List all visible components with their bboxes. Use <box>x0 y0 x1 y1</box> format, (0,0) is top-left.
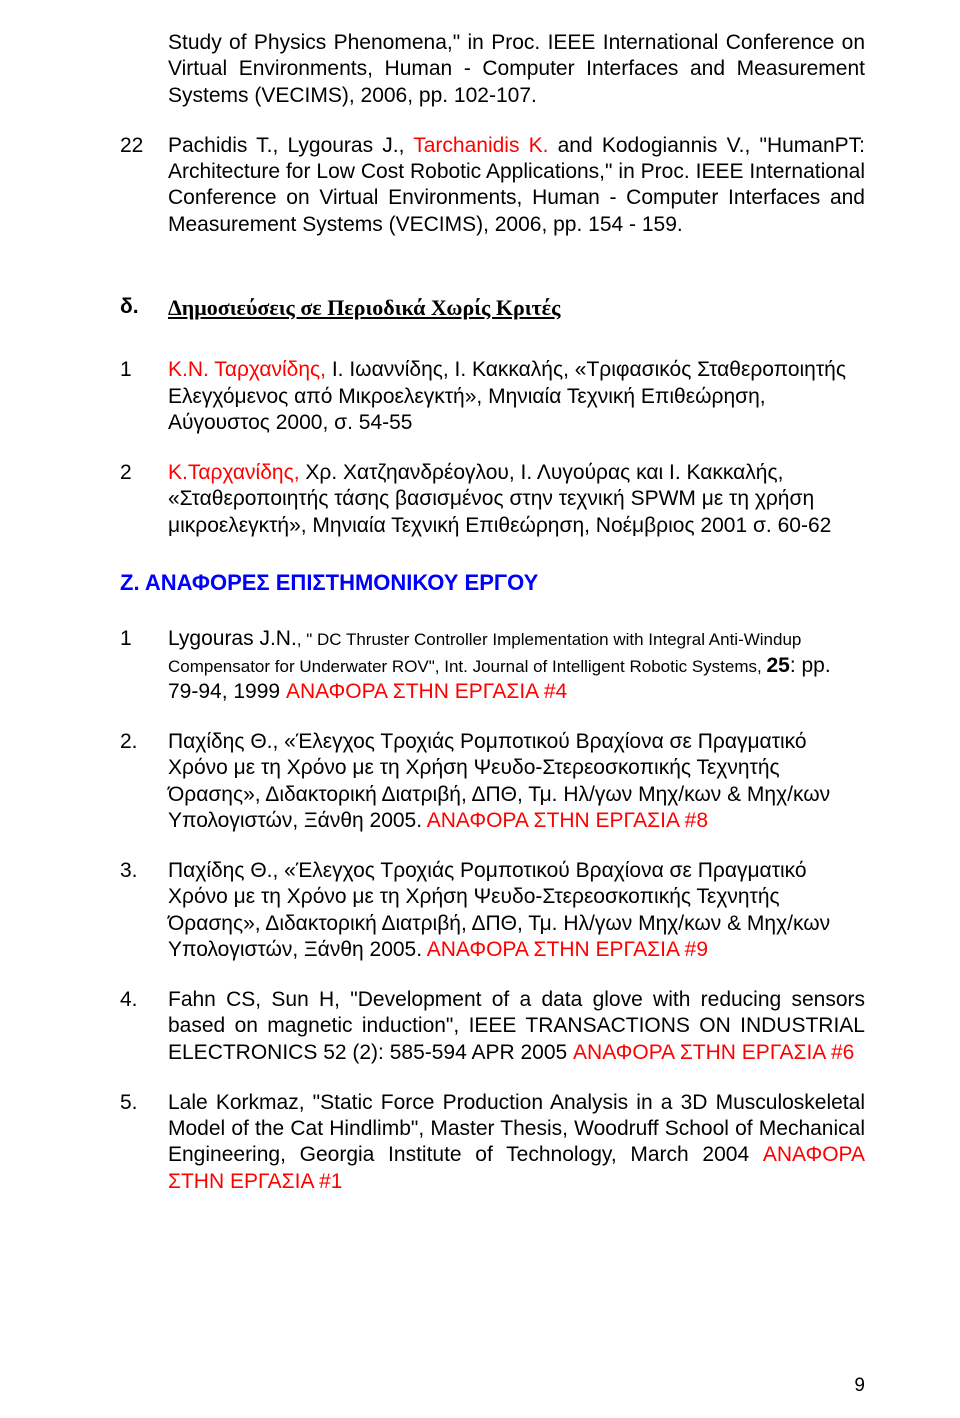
ref-number: 3. <box>120 858 168 963</box>
ref-number: 22 <box>120 133 168 238</box>
ref-item-22: 22 Pachidis T., Lygouras J., Tarchanidis… <box>120 133 865 238</box>
document-page: Study of Physics Phenomena," in Proc. IE… <box>0 0 960 1418</box>
section-title: Δημοσιεύσεις σε Περιοδικά Χωρίς Κριτές <box>168 294 865 322</box>
ref-number-empty <box>120 30 168 109</box>
author-highlight: Tarchanidis K. <box>413 134 548 157</box>
zeta-item-3: 3. Παχίδης Θ., «Έλεγχος Τροχιάς Ρομποτικ… <box>120 858 865 963</box>
section-letter: δ. <box>120 294 168 322</box>
ref-text: Study of Physics Phenomena," in Proc. IE… <box>168 31 865 107</box>
ref-number: 2. <box>120 729 168 834</box>
ref-text-part: Pachidis T., Lygouras J., <box>168 134 413 157</box>
zeta-item-2: 2. Παχίδης Θ., «Έλεγχος Τροχιάς Ρομποτικ… <box>120 729 865 834</box>
ref-body: Pachidis T., Lygouras J., Tarchanidis K.… <box>168 133 865 238</box>
zeta-item-5: 5. Lale Korkmaz, "Static Force Productio… <box>120 1090 865 1195</box>
ref-body: Παχίδης Θ., «Έλεγχος Τροχιάς Ρομποτικού … <box>168 858 865 963</box>
delta-item-2: 2 Κ.Ταρχανίδης, Χρ. Χατζηανδρέογλου, Ι. … <box>120 460 865 539</box>
ref-body: Κ.Ν. Ταρχανίδης, Ι. Ιωαννίδης, Ι. Κακκαλ… <box>168 357 865 436</box>
author-highlight: Κ.Ν. Ταρχανίδης, <box>168 358 326 381</box>
section-zeta-heading: Ζ. ΑΝΑΦΟΡΕΣ ΕΠΙΣΤΗΜΟΝΙΚΟΥ ΕΡΓΟΥ <box>120 569 865 597</box>
ref-body: Lygouras J.N., " DC Thruster Controller … <box>168 626 865 705</box>
ref-text-part: Lale Korkmaz, "Static Force Production A… <box>168 1091 865 1167</box>
ref-bold: 25 <box>766 654 789 677</box>
citation-ref: ΑΝΑΦΟΡΑ ΣΤΗΝ ΕΡΓΑΣΙΑ #4 <box>286 680 567 703</box>
ref-body: Fahn CS, Sun H, "Development of a data g… <box>168 987 865 1066</box>
ref-body: Παχίδης Θ., «Έλεγχος Τροχιάς Ρομποτικού … <box>168 729 865 834</box>
ref-number: 4. <box>120 987 168 1066</box>
citation-ref: ΑΝΑΦΟΡΑ ΣΤΗΝ ΕΡΓΑΣΙΑ #6 <box>573 1041 854 1064</box>
ref-continuation: Study of Physics Phenomena," in Proc. IE… <box>120 30 865 109</box>
section-delta-heading: δ. Δημοσιεύσεις σε Περιοδικά Χωρίς Κριτέ… <box>120 294 865 322</box>
zeta-item-4: 4. Fahn CS, Sun H, "Development of a dat… <box>120 987 865 1066</box>
page-number: 9 <box>854 1374 865 1398</box>
ref-body: Κ.Ταρχανίδης, Χρ. Χατζηανδρέογλου, Ι. Λυ… <box>168 460 865 539</box>
delta-item-1: 1 Κ.Ν. Ταρχανίδης, Ι. Ιωαννίδης, Ι. Κακκ… <box>120 357 865 436</box>
ref-number: 1 <box>120 626 168 705</box>
ref-body: Lale Korkmaz, "Static Force Production A… <box>168 1090 865 1195</box>
zeta-item-1: 1 Lygouras J.N., " DC Thruster Controlle… <box>120 626 865 705</box>
citation-ref: ΑΝΑΦΟΡΑ ΣΤΗΝ ΕΡΓΑΣΙΑ #8 <box>427 809 708 832</box>
ref-number: 5. <box>120 1090 168 1195</box>
ref-body: Study of Physics Phenomena," in Proc. IE… <box>168 30 865 109</box>
ref-number: 2 <box>120 460 168 539</box>
author-highlight: Κ.Ταρχανίδης, <box>168 461 300 484</box>
ref-number: 1 <box>120 357 168 436</box>
citation-ref: ΑΝΑΦΟΡΑ ΣΤΗΝ ΕΡΓΑΣΙΑ #9 <box>427 938 708 961</box>
ref-text-part: Lygouras J.N. <box>168 627 297 650</box>
